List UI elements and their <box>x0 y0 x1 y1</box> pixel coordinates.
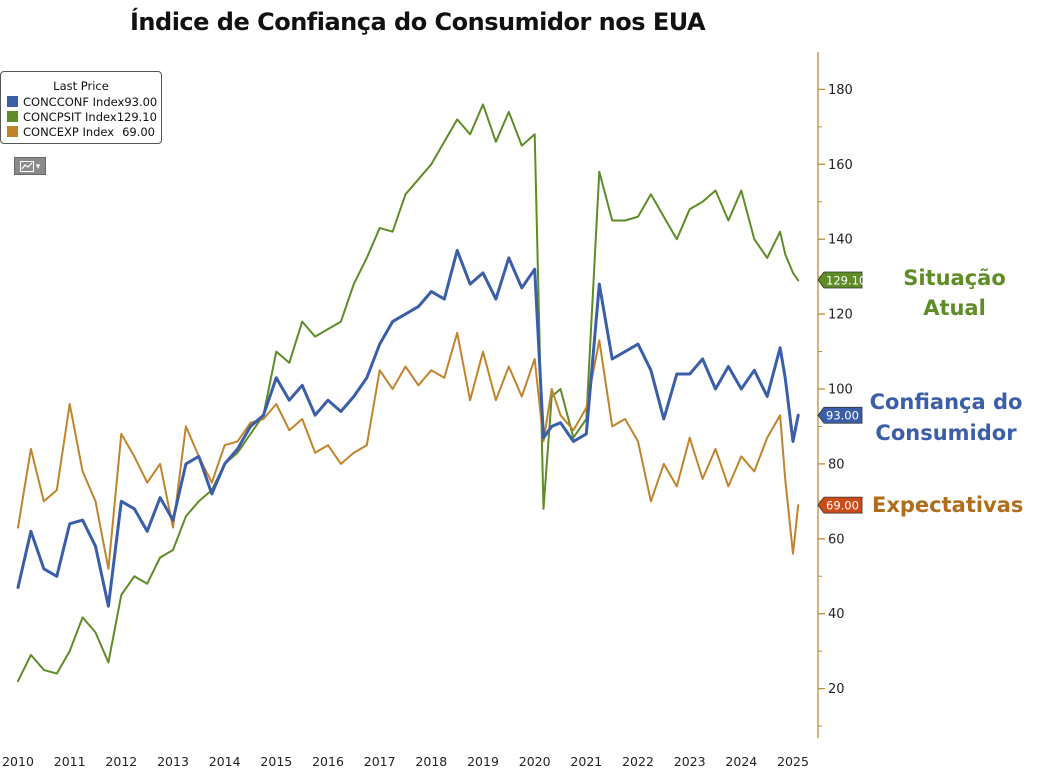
annotation-expectativas: Expectativas <box>872 493 1024 517</box>
x-tick-label: 2019 <box>467 754 499 768</box>
legend-swatch <box>7 126 18 137</box>
y-axis: 20 40 60 80 100 120 140 160 180 <box>817 52 853 738</box>
legend-item-value: 69.00 <box>122 124 155 139</box>
legend-item-name: CONCPSIT Index <box>23 109 117 124</box>
legend-item-concconf[interactable]: CONCCONF Index 93.00 <box>1 94 161 109</box>
x-tick-label: 2016 <box>312 754 344 768</box>
legend-item-concexp[interactable]: CONCEXP Index 69.00 <box>1 124 161 139</box>
legend-item-value: 93.00 <box>124 94 158 109</box>
legend-header: Last Price <box>53 79 109 93</box>
x-tick-label: 2022 <box>622 754 654 768</box>
x-tick-label: 2015 <box>260 754 292 768</box>
y-tick-label: 100 <box>828 383 853 398</box>
y-tick-label: 180 <box>828 83 853 98</box>
y-tick-label: 160 <box>828 158 853 173</box>
x-tick-label: 2023 <box>674 754 706 768</box>
x-tick-label: 2011 <box>54 754 86 768</box>
chevron-down-icon: ▾ <box>35 160 41 171</box>
series-line-concconf <box>16 248 800 608</box>
annotation-confianca-line1: Confiança do <box>869 390 1023 414</box>
x-axis: 2010 2011 2012 2013 2014 2015 2016 2017 2018 2019… <box>2 754 809 768</box>
x-tick-label: 2025 <box>777 754 809 768</box>
chart-title: Índice de Confiança do Consumidor nos EU… <box>130 8 706 36</box>
series-line-concpsit <box>17 103 800 683</box>
y-tick-label: 20 <box>828 682 845 697</box>
last-value-tag <box>817 496 863 514</box>
last-value-tag <box>817 406 863 424</box>
x-tick-label: 2014 <box>209 754 241 768</box>
legend-item-name: CONCEXP Index <box>23 124 115 139</box>
last-value-tag-label: 93.00 <box>826 409 859 423</box>
y-tick-label: 120 <box>828 308 853 323</box>
last-value-tags: 129.10 93.00 69.00 <box>817 271 866 514</box>
legend-swatch <box>7 96 18 107</box>
x-tick-label: 2012 <box>105 754 137 768</box>
legend-item-concpsit[interactable]: CONCPSIT Index 129.10 <box>1 109 161 124</box>
y-tick-label: 140 <box>828 233 853 248</box>
y-tick-label: 40 <box>828 607 845 622</box>
x-tick-label: 2024 <box>725 754 757 768</box>
x-tick-label: 2020 <box>519 754 551 768</box>
legend: Last Price CONCCONF Index 93.00 CONCPSIT… <box>0 71 162 144</box>
x-tick-label: 2010 <box>2 754 34 768</box>
last-value-tag-label: 129.10 <box>826 274 866 288</box>
legend-item-name: CONCCONF Index <box>23 94 125 109</box>
series-line-concexp <box>17 331 800 570</box>
annotation-situacao-atual: Situação Atual <box>903 266 1006 320</box>
last-value-tag <box>817 271 863 289</box>
line-chart-icon <box>19 160 34 172</box>
x-tick-label: 2017 <box>364 754 396 768</box>
y-tick-label: 80 <box>828 457 845 472</box>
x-tick-label: 2018 <box>415 754 447 768</box>
x-tick-label: 2013 <box>157 754 189 768</box>
chart-type-button[interactable]: ▾ <box>14 157 46 175</box>
y-tick-label: 60 <box>828 532 845 547</box>
annotation-confianca-line2: Consumidor <box>875 421 1017 445</box>
legend-swatch <box>7 111 18 122</box>
series-lines <box>16 103 800 683</box>
last-value-tag-label: 69.00 <box>826 499 859 513</box>
legend-item-value: 129.10 <box>116 109 157 124</box>
x-tick-label: 2021 <box>570 754 602 768</box>
